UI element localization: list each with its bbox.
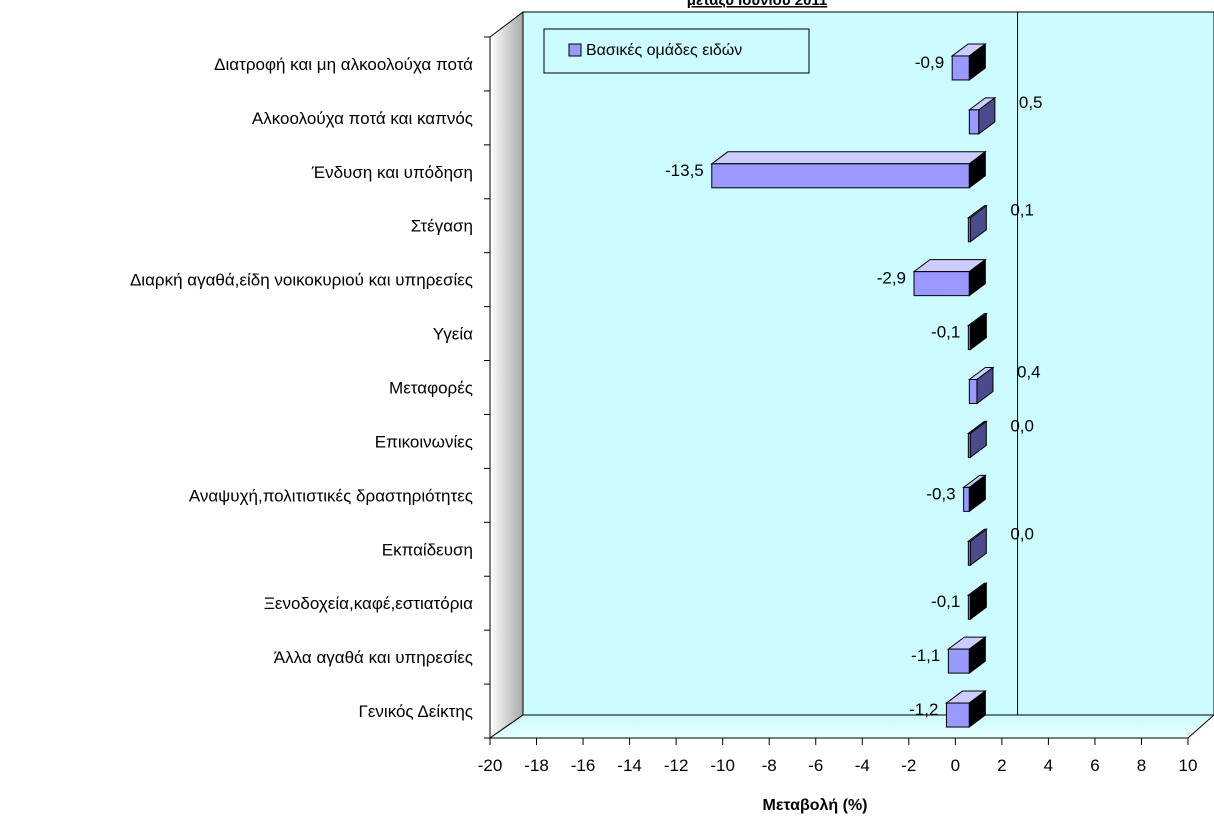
category-labels: Διατροφή και μη αλκοολούχα ποτά Αλκοολούχ…: [130, 55, 473, 721]
legend-label: Βασικές ομάδες ειδών: [586, 42, 742, 59]
x-tick-label: 6: [1090, 756, 1099, 775]
bar-front: [968, 109, 980, 135]
category-label: Στέγαση: [411, 217, 473, 236]
category-label: Γενικός Δείκτης: [358, 702, 473, 721]
bar: [967, 96, 997, 135]
x-tick-label: -20: [478, 756, 503, 775]
value-labels: -0,9 0,5 -13,5 0,1 -2,9 -0,1 0,4 0,0 -0,3 0,0 -0,1…: [665, 53, 1042, 719]
bar: [966, 204, 988, 243]
bar-side: [969, 528, 987, 567]
bars: [710, 42, 997, 729]
bar: [962, 474, 987, 513]
value-label: 0,1: [1010, 201, 1034, 220]
bar-side: [969, 420, 987, 459]
bar-side: [969, 582, 987, 621]
x-tick-label: -8: [762, 756, 777, 775]
bar: [946, 636, 987, 675]
category-label: Αλκοολούχα ποτά και καπνός: [252, 109, 473, 128]
value-label: -1,2: [909, 700, 938, 719]
bar-side: [969, 312, 987, 351]
bar-front: [963, 486, 970, 512]
category-ticks: [484, 36, 490, 739]
side-wall: [489, 10, 524, 739]
bar-top: [710, 151, 987, 165]
category-label: Υγεία: [433, 325, 473, 344]
bar-front: [947, 648, 970, 674]
bar-front: [945, 702, 970, 728]
x-tick-label: 4: [1044, 756, 1053, 775]
bar-side: [968, 474, 986, 513]
value-label: 0,0: [1010, 416, 1034, 435]
bar: [710, 150, 987, 189]
category-label: Διατροφή και μη αλκοολούχα ποτά: [214, 55, 473, 74]
x-tick-label: -2: [901, 756, 916, 775]
x-tick-label: -18: [524, 756, 549, 775]
value-label: -0,3: [926, 484, 955, 503]
category-label: Επικοινωνίες: [375, 432, 473, 451]
bar-side: [969, 204, 987, 243]
category-label: Αναψυχή,πολιτιστικές δραστηριότητες: [189, 486, 473, 505]
category-label: Εκπαίδευση: [382, 540, 473, 559]
value-label: -2,9: [877, 269, 906, 288]
legend-box: [543, 28, 810, 74]
value-label: -0,1: [931, 323, 960, 342]
bar-side: [968, 636, 986, 675]
plot-back-wall: [522, 11, 1214, 716]
category-label: Ξενοδοχεία,καφέ,εστιατόρια: [264, 594, 473, 613]
x-ticks: -20 -18 -16 -14 -12 -10 -8 -6 -4 -2 0 2 4 6 8 10: [478, 738, 1198, 775]
bar-front: [968, 379, 978, 404]
chart-title: μεταξύ Ιουνίου 2011: [687, 0, 828, 9]
bar-side: [968, 150, 986, 189]
x-tick-label: -16: [571, 756, 596, 775]
bar-side: [968, 690, 986, 729]
bar: [950, 42, 987, 81]
category-label: Μεταφορές: [389, 379, 473, 398]
value-label: -0,1: [931, 592, 960, 611]
bar: [967, 366, 995, 405]
x-tick-label: -6: [808, 756, 823, 775]
bar-front: [913, 271, 970, 297]
bar-front: [951, 55, 970, 81]
bar-side: [976, 366, 994, 405]
value-label: 0,0: [1010, 524, 1034, 543]
bar: [944, 690, 987, 729]
bar: [912, 258, 987, 297]
bar: [966, 312, 988, 351]
x-tick-label: -10: [710, 756, 735, 775]
x-tick-label: 0: [951, 756, 960, 775]
plot-floor: [488, 714, 1214, 739]
value-label: -1,1: [911, 646, 940, 665]
bar-side: [968, 258, 986, 297]
value-label: 0,4: [1017, 363, 1041, 382]
x-tick-label: -12: [664, 756, 689, 775]
legend: Βασικές ομάδες ειδών: [543, 28, 810, 74]
x-tick-label: 2: [997, 756, 1006, 775]
x-tick-label: -14: [617, 756, 642, 775]
bar: [966, 528, 988, 567]
bar: [966, 582, 988, 621]
bar-front: [711, 163, 970, 189]
x-tick-label: 10: [1179, 756, 1198, 775]
value-label: -0,9: [915, 53, 944, 72]
value-label: 0,5: [1019, 93, 1043, 112]
legend-swatch: [568, 43, 582, 57]
bar: [966, 420, 988, 459]
x-axis-title: Μεταβολή (%): [763, 797, 868, 814]
category-label: Ένδυση και υπόδηση: [311, 163, 473, 182]
value-label: -13,5: [665, 161, 704, 180]
bar-side: [968, 42, 986, 81]
x-tick-label: 8: [1137, 756, 1146, 775]
x-tick-label: -4: [855, 756, 870, 775]
category-label: Άλλα αγαθά και υπηρεσίες: [274, 648, 473, 667]
bar-side: [978, 96, 996, 135]
category-label: Διαρκή αγαθά,είδη νοικοκυριού και υπηρεσ…: [130, 271, 473, 290]
